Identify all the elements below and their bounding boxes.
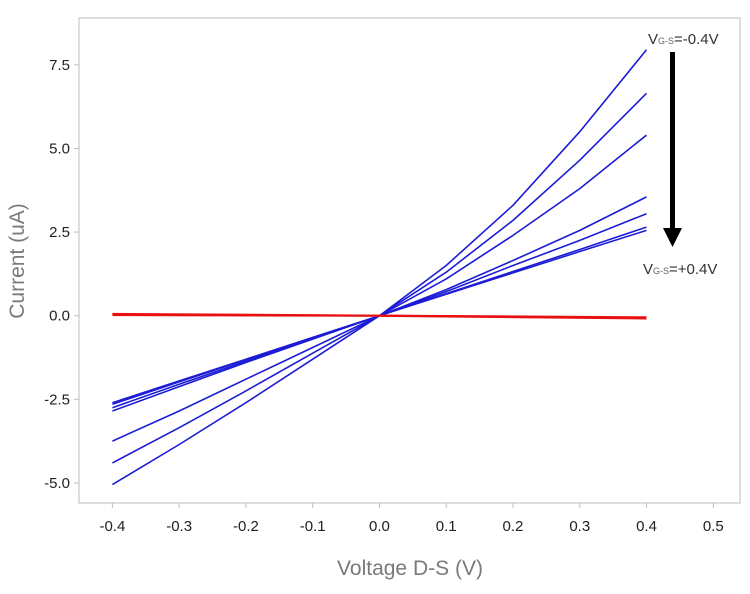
series-line bbox=[112, 134, 648, 442]
x-tick-label: 0.4 bbox=[636, 518, 657, 535]
x-tick-label: 0.2 bbox=[503, 518, 524, 535]
series-lines bbox=[111, 49, 648, 486]
down-arrow-head bbox=[663, 228, 682, 247]
y-tick-label: 5.0 bbox=[49, 140, 70, 157]
annotation-bottom-rest: =+0.4V bbox=[669, 261, 717, 278]
series-line bbox=[112, 92, 648, 464]
y-tick-label: 7.5 bbox=[49, 57, 70, 74]
annotation-bottom-sub: G-S bbox=[653, 266, 669, 276]
x-tick-label: -0.1 bbox=[300, 518, 326, 535]
annotation-top-main: V bbox=[648, 31, 658, 48]
down-arrow-shaft bbox=[670, 52, 675, 230]
x-tick-label: -0.4 bbox=[99, 518, 125, 535]
series-line bbox=[112, 212, 647, 409]
x-tick-label: 0.5 bbox=[703, 518, 724, 535]
series-line bbox=[111, 49, 648, 486]
y-axis-ticks: -5.0 -2.5 0.0 2.5 5.0 7.5 bbox=[44, 57, 79, 492]
x-tick-label: 0.3 bbox=[569, 518, 590, 535]
series-line bbox=[112, 313, 647, 319]
annotation-bottom-main: V bbox=[643, 261, 653, 278]
plot-frame bbox=[78, 17, 741, 504]
annotation-vgs-bottom: VG-S=+0.4V bbox=[643, 261, 717, 278]
x-tick-label: -0.2 bbox=[233, 518, 259, 535]
y-tick-label: -5.0 bbox=[44, 475, 70, 492]
down-arrow bbox=[663, 52, 682, 247]
y-tick-label: 0.0 bbox=[49, 308, 70, 325]
y-tick-label: 2.5 bbox=[49, 224, 70, 241]
annotation-top-rest: =-0.4V bbox=[674, 31, 719, 48]
x-axis-ticks: -0.4 -0.3 -0.2 -0.1 0.0 0.1 0.2 0.3 0.4 0.5 bbox=[99, 503, 724, 535]
y-tick-label: -2.5 bbox=[44, 391, 70, 408]
y-axis-title: Current (uA) bbox=[6, 203, 29, 319]
annotation-vgs-top: VG-S=-0.4V bbox=[648, 31, 719, 48]
x-tick-label: -0.3 bbox=[166, 518, 192, 535]
annotation-top-sub: G-S bbox=[658, 36, 674, 46]
x-axis-title: Voltage D-S (V) bbox=[337, 557, 483, 580]
x-tick-label: 0.1 bbox=[436, 518, 457, 535]
x-tick-label: 0.0 bbox=[369, 518, 390, 535]
